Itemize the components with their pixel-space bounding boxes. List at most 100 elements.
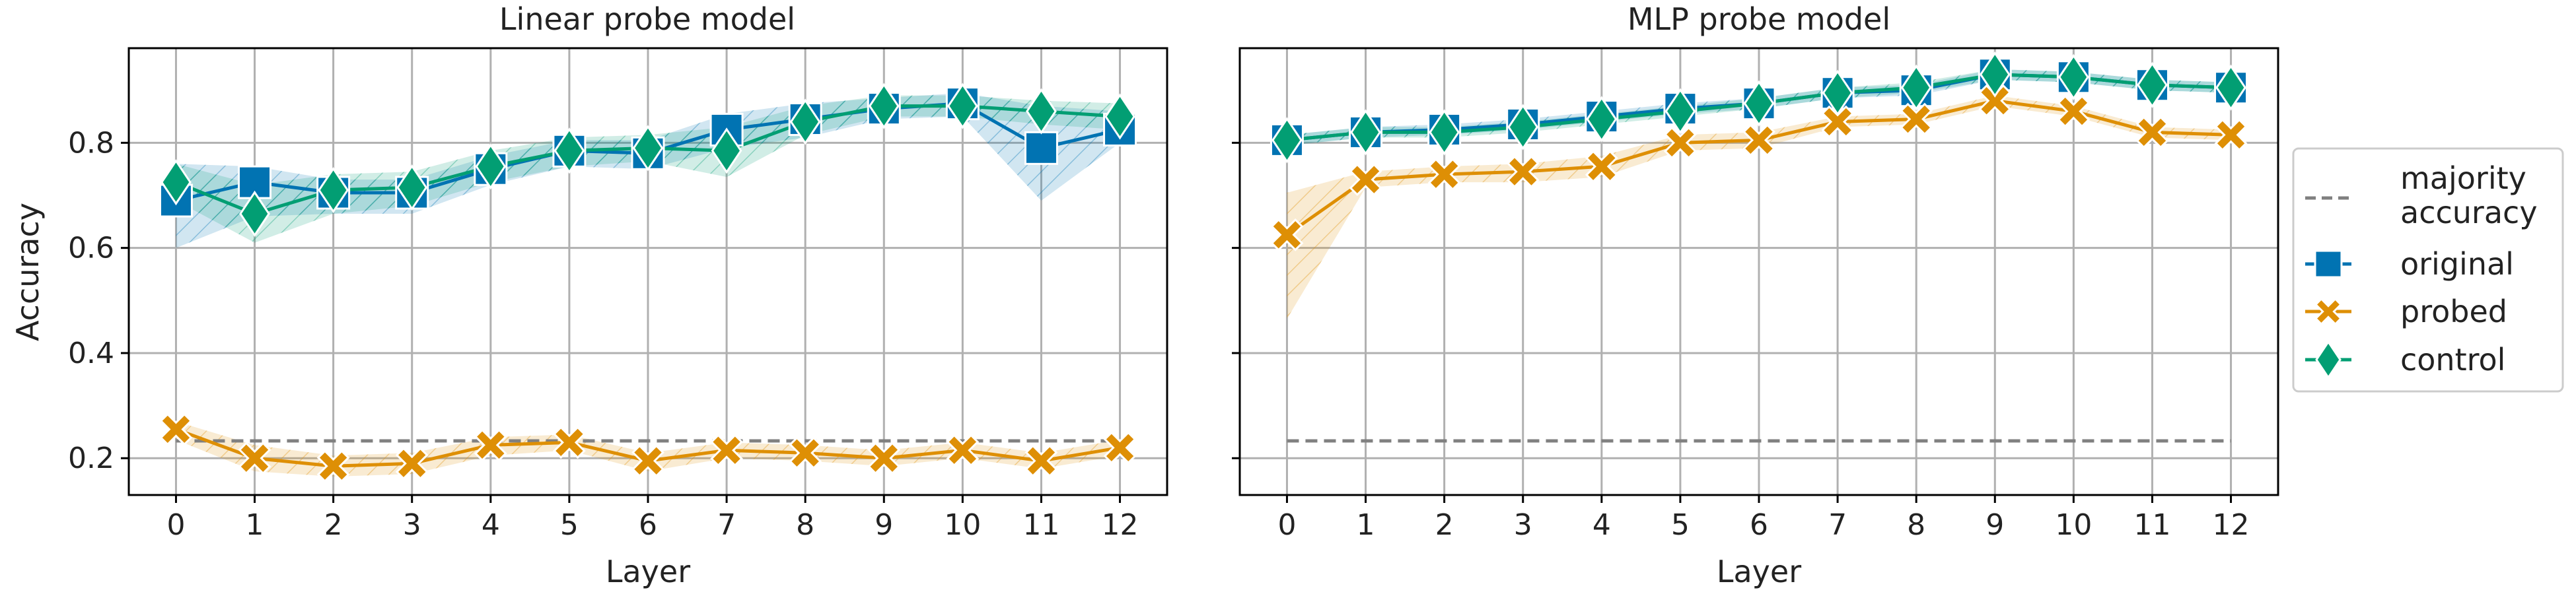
probed-point xyxy=(789,436,822,470)
control-point xyxy=(1822,69,1853,116)
x-tick-label: 3 xyxy=(403,508,421,542)
legend-entry: probed xyxy=(2305,294,2507,329)
probed-point xyxy=(316,449,350,483)
legend-label: probed xyxy=(2400,294,2507,329)
probed-point xyxy=(2135,116,2169,149)
probed-point xyxy=(395,447,429,480)
legend-label: majority xyxy=(2400,160,2526,196)
probed-point xyxy=(474,428,507,462)
original-point xyxy=(1024,131,1058,165)
x-tick-label: 6 xyxy=(639,508,657,542)
x-tick-label: 7 xyxy=(1828,508,1847,542)
control-point xyxy=(1429,109,1460,156)
legend-entry: original xyxy=(2305,246,2514,282)
legend-label: accuracy xyxy=(2400,195,2538,230)
chart-title: MLP probe model xyxy=(1628,1,1890,37)
probed-point xyxy=(710,434,744,467)
probed-point xyxy=(1349,163,1382,197)
probed-point xyxy=(946,434,980,467)
mlp-probe-panel: MLP probe model 0 1 2 3 4 5 6 7 8 9 10 11 12 Layer xyxy=(1232,1,2279,589)
x-tick-label: 5 xyxy=(1671,508,1690,542)
control-point xyxy=(1743,80,1775,127)
x-axis-label: Layer xyxy=(606,554,690,589)
control-point xyxy=(711,127,742,174)
probed-point xyxy=(1663,126,1697,160)
y-tick-label: 0.8 xyxy=(68,126,114,160)
control-point xyxy=(1104,93,1135,140)
control-point xyxy=(554,127,585,174)
linear-probe-panel: Linear probe model 0 1 2 3 4 5 6 7 8 9 10 11 120.20.… xyxy=(10,1,1168,589)
control-point xyxy=(1586,96,1618,143)
control-point xyxy=(396,164,428,211)
probed-point xyxy=(2057,94,2091,128)
probed-point xyxy=(867,442,901,475)
control-point xyxy=(789,98,821,145)
probed-point xyxy=(1978,84,2012,117)
legend-frame xyxy=(2292,147,2564,393)
control-point xyxy=(1271,117,1303,164)
x-tick-label: 3 xyxy=(1514,508,1532,542)
control-point xyxy=(161,158,192,206)
chart-title: Linear probe model xyxy=(499,1,795,37)
x-tick-label: 2 xyxy=(1435,508,1454,542)
x-axis-label: Layer xyxy=(1717,554,1801,589)
x-tick-label: 10 xyxy=(944,508,981,542)
control-point xyxy=(1900,64,1932,111)
control-point xyxy=(475,143,507,190)
x-tick-label: 4 xyxy=(1592,508,1611,542)
x-tick-label: 9 xyxy=(875,508,893,542)
probed-point xyxy=(1506,155,1540,189)
probed-point xyxy=(238,442,271,475)
x-tick-label: 10 xyxy=(2055,508,2092,542)
x-tick-label: 0 xyxy=(1277,508,1296,542)
x-tick-label: 0 xyxy=(166,508,185,542)
legend-entry: control xyxy=(2305,340,2505,380)
control-point xyxy=(947,82,978,129)
y-tick-label: 0.6 xyxy=(68,232,114,265)
probed-point xyxy=(2214,118,2248,152)
probed-point xyxy=(1103,431,1137,465)
control-point xyxy=(632,125,664,172)
legend-marker xyxy=(2314,297,2343,326)
x-tick-label: 6 xyxy=(1750,508,1768,542)
control-point xyxy=(2057,53,2089,100)
probed-point xyxy=(1024,444,1058,478)
legend-label: control xyxy=(2400,342,2505,378)
x-tick-label: 8 xyxy=(796,508,814,542)
probed-point xyxy=(1585,150,1618,183)
x-tick-label: 7 xyxy=(717,508,736,542)
y-axis-label: Accuracy xyxy=(10,203,46,341)
x-tick-label: 11 xyxy=(2133,508,2170,542)
x-tick-label: 12 xyxy=(2213,508,2250,542)
control-point xyxy=(239,190,270,237)
legend-marker xyxy=(2315,340,2342,380)
probed-point xyxy=(631,444,664,478)
control-point xyxy=(2137,61,2168,108)
probed-point xyxy=(1900,102,1933,136)
control-point xyxy=(2215,64,2246,111)
x-tick-label: 1 xyxy=(1357,508,1375,542)
probed-point xyxy=(1427,158,1461,191)
control-point xyxy=(1350,109,1381,156)
x-tick-label: 11 xyxy=(1022,508,1059,542)
control-point xyxy=(1507,104,1539,150)
x-tick-label: 12 xyxy=(1102,508,1139,542)
x-tick-label: 5 xyxy=(560,508,579,542)
x-tick-label: 1 xyxy=(246,508,264,542)
probed-point xyxy=(1821,105,1855,139)
x-tick-label: 8 xyxy=(1907,508,1925,542)
probed-point xyxy=(552,426,586,459)
x-tick-label: 4 xyxy=(482,508,500,542)
control-point xyxy=(868,82,900,129)
probed-point xyxy=(1742,123,1775,157)
x-tick-label: 2 xyxy=(324,508,343,542)
control-point xyxy=(1979,51,2011,98)
probed-point xyxy=(1270,218,1304,251)
x-tick-label: 9 xyxy=(1986,508,2004,542)
legend-label: original xyxy=(2400,246,2514,282)
y-tick-label: 0.4 xyxy=(68,337,114,370)
control-point xyxy=(1026,88,1057,135)
